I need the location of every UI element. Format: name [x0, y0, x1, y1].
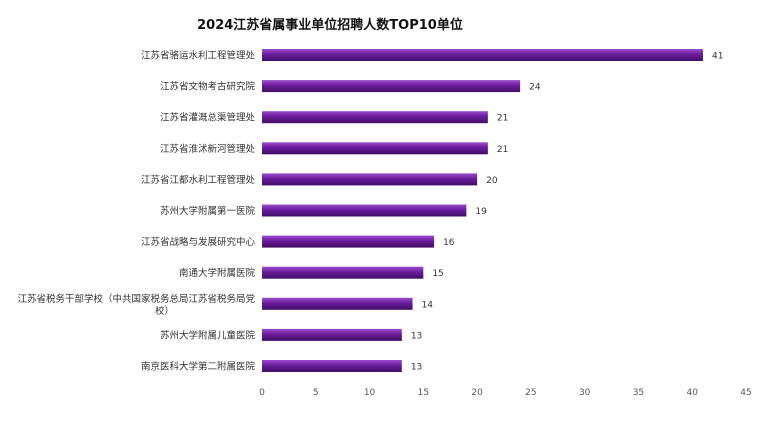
data-label: 41	[712, 52, 723, 62]
data-label: 24	[529, 83, 541, 93]
data-label: 21	[497, 114, 508, 124]
category-label: 苏州大学附属第一医院	[160, 205, 256, 217]
data-label: 13	[411, 363, 422, 373]
bar	[262, 266, 424, 279]
bar	[262, 235, 435, 248]
category-label: 南通大学附属医院	[179, 267, 256, 279]
data-label: 16	[443, 238, 455, 248]
data-label: 14	[422, 300, 434, 310]
category-label: 江苏省灌溉总渠管理处	[160, 112, 256, 124]
x-tick-label: 0	[259, 388, 265, 398]
category-label: 南京医科大学第二附属医院	[141, 361, 256, 373]
chart-title: 2024江苏省属事业单位招聘人数TOP10单位	[197, 18, 463, 33]
category-label: 江苏省文物考古研究院	[160, 81, 256, 93]
category-label: 江苏省骆运水利工程管理处	[141, 50, 256, 62]
data-label: 21	[497, 145, 508, 155]
bar	[262, 142, 488, 155]
bar	[262, 297, 413, 310]
bar	[262, 173, 478, 186]
x-tick-label: 25	[525, 388, 536, 398]
x-tick-label: 15	[418, 388, 429, 398]
x-tick-label: 40	[686, 388, 698, 398]
category-label: 江苏省战略与发展研究中心	[141, 236, 256, 248]
category-label: 江苏省江都水利工程管理处	[141, 174, 256, 186]
category-label: 江苏省淮沭新河管理处	[160, 143, 256, 155]
data-label: 19	[475, 207, 487, 217]
data-label: 20	[486, 176, 498, 186]
data-label: 13	[411, 331, 422, 341]
x-tick-label: 30	[579, 388, 591, 398]
x-tick-label: 20	[471, 388, 483, 398]
data-label: 15	[432, 269, 443, 279]
bar	[262, 49, 703, 61]
x-tick-label: 5	[313, 388, 319, 398]
x-tick-label: 45	[740, 388, 751, 398]
bar	[262, 80, 521, 93]
bar	[262, 328, 402, 341]
category-label: 江苏省税务干部学校（中共国家税务总局江苏省税务局党校）	[17, 293, 255, 317]
bar	[262, 360, 402, 372]
bar	[262, 204, 467, 217]
x-tick-label: 35	[633, 388, 644, 398]
bar	[262, 111, 488, 124]
x-tick-label: 10	[364, 388, 376, 398]
category-label: 苏州大学附属儿童医院	[160, 329, 256, 341]
